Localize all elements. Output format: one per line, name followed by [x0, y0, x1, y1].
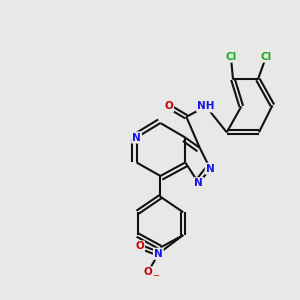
Text: −: − — [152, 271, 159, 280]
Text: O: O — [164, 101, 173, 111]
Text: Cl: Cl — [261, 52, 272, 61]
Text: N: N — [132, 133, 141, 142]
Text: N: N — [206, 164, 214, 174]
Text: O: O — [135, 242, 144, 251]
Text: N: N — [154, 249, 163, 259]
Text: N: N — [194, 178, 203, 188]
Text: O: O — [143, 267, 152, 278]
Text: Cl: Cl — [225, 52, 237, 61]
Text: NH: NH — [197, 101, 215, 111]
